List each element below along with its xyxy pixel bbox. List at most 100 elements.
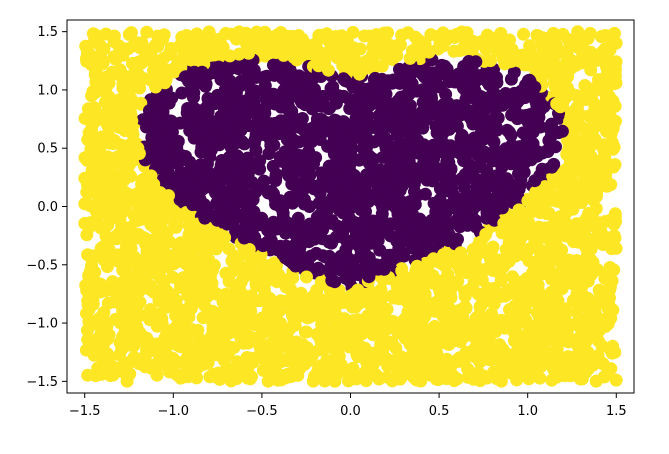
- scatter-point: [279, 251, 292, 264]
- scatter-point: [108, 35, 121, 48]
- scatter-point: [478, 187, 491, 200]
- scatter-point: [321, 311, 334, 324]
- scatter-point: [99, 86, 112, 99]
- scatter-point: [510, 288, 523, 301]
- scatter-point: [528, 174, 541, 187]
- scatter-point: [295, 287, 308, 300]
- scatter-point: [282, 104, 295, 117]
- scatter-point: [169, 330, 182, 343]
- scatter-point: [370, 368, 383, 381]
- scatter-point: [101, 119, 114, 132]
- scatter-point: [260, 93, 273, 106]
- scatter-point: [389, 181, 402, 194]
- scatter-point: [226, 114, 239, 127]
- scatter-point: [119, 299, 132, 312]
- scatter-point: [144, 218, 157, 231]
- scatter-point: [451, 216, 464, 229]
- scatter-point: [379, 112, 392, 125]
- scatter-point: [132, 204, 145, 217]
- scatter-point: [88, 181, 101, 194]
- scatter-point: [161, 114, 174, 127]
- scatter-point: [237, 195, 250, 208]
- scatter-point: [145, 169, 158, 182]
- scatter-point: [223, 135, 236, 148]
- y-tick-label: −1.5: [26, 375, 58, 390]
- scatter-point: [133, 82, 146, 95]
- scatter-point: [160, 301, 173, 314]
- scatter-point: [234, 178, 247, 191]
- scatter-point: [345, 327, 358, 340]
- y-tick-label: 1.0: [37, 83, 58, 98]
- scatter-point: [545, 121, 558, 134]
- scatter-point: [157, 212, 170, 225]
- scatter-point: [82, 270, 95, 283]
- x-tick-label: 1.5: [606, 404, 627, 419]
- scatter-point: [518, 142, 531, 155]
- scatter-point: [213, 171, 226, 184]
- scatter-point: [589, 356, 602, 369]
- scatter-point: [219, 159, 232, 172]
- scatter-point: [395, 264, 408, 277]
- scatter-point: [245, 312, 258, 325]
- scatter-point: [433, 235, 446, 248]
- scatter-point: [576, 56, 589, 69]
- scatter-point: [609, 232, 622, 245]
- scatter-point: [165, 145, 178, 158]
- scatter-point: [462, 371, 475, 384]
- scatter-point: [460, 346, 473, 359]
- scatter-point: [271, 44, 284, 57]
- scatter-point: [80, 228, 93, 241]
- scatter-point: [289, 260, 302, 273]
- scatter-point: [140, 117, 153, 130]
- scatter-point: [330, 219, 343, 232]
- scatter-point: [119, 330, 132, 343]
- x-tick-label: −1.5: [69, 404, 101, 419]
- scatter-point: [114, 99, 127, 112]
- scatter-point: [411, 260, 424, 273]
- scatter-point: [200, 253, 213, 266]
- scatter-point: [593, 284, 606, 297]
- scatter-point: [120, 141, 133, 154]
- scatter-point: [550, 97, 563, 110]
- scatter-point: [87, 106, 100, 119]
- scatter-point: [374, 224, 387, 237]
- scatter-point: [161, 358, 174, 371]
- scatter-point: [133, 55, 146, 68]
- scatter-point: [483, 78, 496, 91]
- scatter-point: [205, 144, 218, 157]
- scatter-point: [517, 28, 530, 41]
- scatter-point: [381, 303, 394, 316]
- scatter-point: [191, 188, 204, 201]
- scatter-point: [133, 147, 146, 160]
- scatter-point: [571, 33, 584, 46]
- scatter-point: [550, 282, 563, 295]
- scatter-point: [367, 59, 380, 72]
- scatter-point: [481, 282, 494, 295]
- scatter-point: [272, 332, 285, 345]
- scatter-point: [510, 320, 523, 333]
- scatter-point: [286, 137, 299, 150]
- scatter-point: [428, 140, 441, 153]
- scatter-point: [131, 301, 144, 314]
- scatter-point: [308, 370, 321, 383]
- scatter-point: [529, 235, 542, 248]
- scatter-point: [121, 375, 134, 388]
- scatter-point: [145, 139, 158, 152]
- scatter-point: [448, 374, 461, 387]
- scatter-point: [352, 372, 365, 385]
- scatter-point: [450, 99, 463, 112]
- scatter-point: [378, 131, 391, 144]
- scatter-point: [307, 231, 320, 244]
- scatter-point: [330, 48, 343, 61]
- scatter-point: [588, 103, 601, 116]
- scatter-point: [374, 290, 387, 303]
- scatter-point: [162, 189, 175, 202]
- scatter-point: [463, 283, 476, 296]
- scatter-point: [128, 231, 141, 244]
- scatter-point: [484, 54, 497, 67]
- scatter-point: [418, 224, 431, 237]
- scatter-point: [175, 31, 188, 44]
- scatter-point: [589, 133, 602, 146]
- x-tick-label: 0.0: [340, 404, 361, 419]
